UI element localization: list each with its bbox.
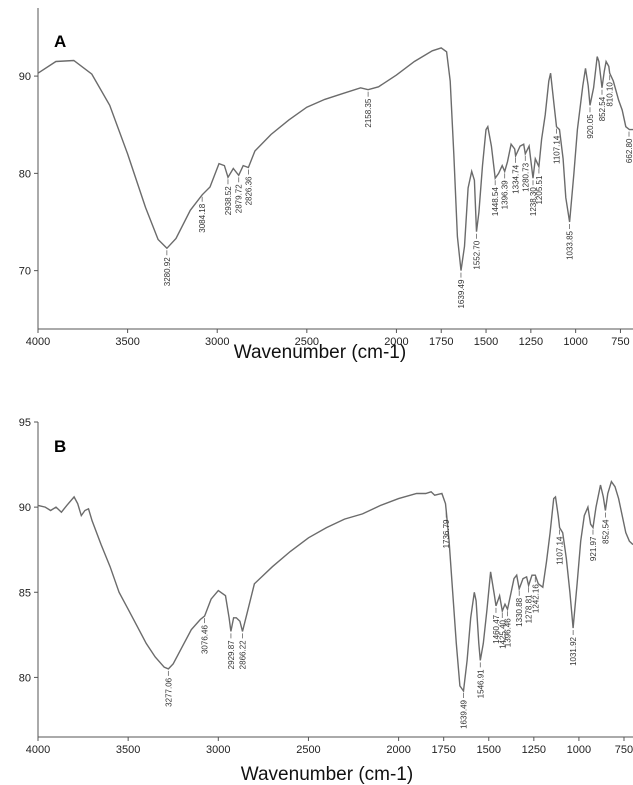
- panel-a-peak-label: 1238.30: [529, 187, 538, 216]
- panel-b-peak-label: 921.97: [589, 536, 598, 561]
- panel-b-x-tick-label: 3000: [206, 744, 230, 756]
- panel-b-x-tick-label: 1250: [522, 744, 546, 756]
- panel-b-x-tick-label: 1500: [477, 744, 501, 756]
- panel-a-peak-label: 3084.18: [198, 203, 207, 232]
- panel-a-x-tick-label: 1750: [429, 336, 453, 348]
- panel-b-x-tick-label: 4000: [26, 744, 50, 756]
- panel-a-peak-labels: 3280.92 3084.18 2938.52 2879.72 2826.36 2158.…: [163, 75, 633, 309]
- panel-a-x-tick-label: 750: [611, 336, 629, 348]
- panel-b-x-tick-label: 2500: [296, 744, 320, 756]
- panel-a-y-tick-label: 80: [19, 168, 31, 180]
- panel-b-x-tick-label: 1750: [431, 744, 455, 756]
- panel-a-peak-label: 1396.39: [501, 180, 510, 209]
- panel-b-peak-labels: 3277.06 3076.46 2929.87 2866.22 1736.79 1639.…: [164, 512, 610, 729]
- panel-b-peak-label: 1031.92: [569, 636, 578, 665]
- panel-b-y-tick-label: 80: [19, 672, 31, 684]
- panel-a-x-tick-label: 3000: [205, 336, 229, 348]
- panel-a-y-tick-label: 70: [19, 266, 31, 278]
- panel-a-x-tick-label: 2500: [295, 336, 319, 348]
- panel-a-x-axis-title: Wavenumber (cm-1): [234, 342, 406, 363]
- panel-a-peak-label: 1107.14: [553, 135, 562, 164]
- panel-b-peak-label: 3076.46: [201, 625, 210, 654]
- panel-a-peak-label: 852.54: [598, 96, 607, 121]
- panel-a-peak-label: 1448.54: [491, 187, 500, 216]
- panel-b-x-tick-label: 1000: [567, 744, 591, 756]
- panel-a-x-tick-label: 3500: [115, 336, 139, 348]
- panel-b-y-ticks: 80 85 90 95: [19, 417, 38, 684]
- panel-b-spectrum-line: [37, 480, 633, 693]
- panel-a-x-tick-label: 1000: [563, 336, 587, 348]
- panel-a-peak-label: 2158.35: [364, 98, 373, 127]
- panel-b-chart: B Wavenumber (cm-1) 80 85 90 95 4000 3500 300…: [19, 417, 633, 785]
- panel-b-peak-label: 1242.16: [531, 584, 540, 613]
- panel-a-peak-label: 662.80: [625, 138, 633, 163]
- panel-b-x-tick-label: 750: [615, 744, 633, 756]
- panel-b-peak-label: 1330.88: [515, 597, 524, 626]
- panel-a-peak-label: 1033.85: [566, 230, 575, 259]
- panel-a-peak-label: 2826.36: [244, 176, 253, 205]
- panel-b-y-tick-label: 95: [19, 417, 31, 429]
- panel-b-x-ticks: 4000 3500 3000 2500 2000 1750 1500 1250 1000 750: [26, 737, 633, 756]
- panel-b-peak-label: 2929.87: [227, 640, 236, 669]
- panel-b-peak-label: 1425.40: [498, 619, 507, 648]
- panel-b-peak-label: 2866.22: [239, 640, 248, 669]
- panel-b-x-tick-label: 3500: [116, 744, 140, 756]
- panel-a-peak-label: 1205.51: [535, 175, 544, 204]
- panel-b-peak-label: 1736.79: [442, 519, 451, 548]
- panel-b-peak-label: 3277.06: [164, 677, 173, 706]
- panel-a-peak-label: 1280.73: [521, 162, 530, 191]
- panel-a-x-tick-label: 1500: [474, 336, 498, 348]
- panel-a-peak-label: 3280.92: [163, 257, 172, 286]
- panel-a-peak-label: 2938.52: [224, 186, 233, 215]
- panel-a-label: A: [54, 32, 66, 51]
- panel-b-peak-label: 1396.46: [504, 618, 513, 647]
- panel-a-x-ticks: 4000 3500 3000 2500 2000 1750 1500 1250 1000 750: [26, 329, 630, 348]
- panel-b-peak-label: 1107.14: [556, 536, 565, 565]
- panel-b-peak-label: 1639.49: [460, 699, 469, 728]
- panel-a-x-tick-label: 2000: [384, 336, 408, 348]
- panel-a-x-tick-label: 4000: [26, 336, 50, 348]
- panel-a-y-ticks: 70 80 90: [19, 71, 38, 278]
- panel-b-y-tick-label: 85: [19, 587, 31, 599]
- panel-a-peak-label: 810.10: [606, 82, 615, 107]
- panel-a-y-tick-label: 90: [19, 71, 31, 83]
- panel-a-peak-label: 1334.74: [512, 164, 521, 193]
- panel-a-peak-label: 920.05: [586, 114, 595, 139]
- panel-b-peak-label: 1460.47: [492, 614, 501, 643]
- panel-a-x-tick-label: 1250: [519, 336, 543, 348]
- panel-a-spectrum-line: [37, 47, 633, 271]
- panel-b-x-axis-title: Wavenumber (cm-1): [241, 764, 413, 785]
- panel-b-peak-label: 1278.81: [525, 594, 534, 623]
- panel-b-peak-label: 852.54: [601, 519, 610, 544]
- panel-a-peak-label: 1552.70: [473, 240, 482, 269]
- panel-b-x-tick-label: 2000: [386, 744, 410, 756]
- panel-a-chart: A Wavenumber (cm-1) 70 80 90 4000 3500 3000 2…: [0, 0, 633, 363]
- panel-b-peak-label: 1546.91: [476, 669, 485, 698]
- panel-a-peak-label: 2879.72: [235, 184, 244, 213]
- panel-b-y-tick-label: 90: [19, 502, 31, 514]
- panel-a-peak-label: 1639.49: [457, 279, 466, 308]
- panel-b-label: B: [54, 437, 66, 456]
